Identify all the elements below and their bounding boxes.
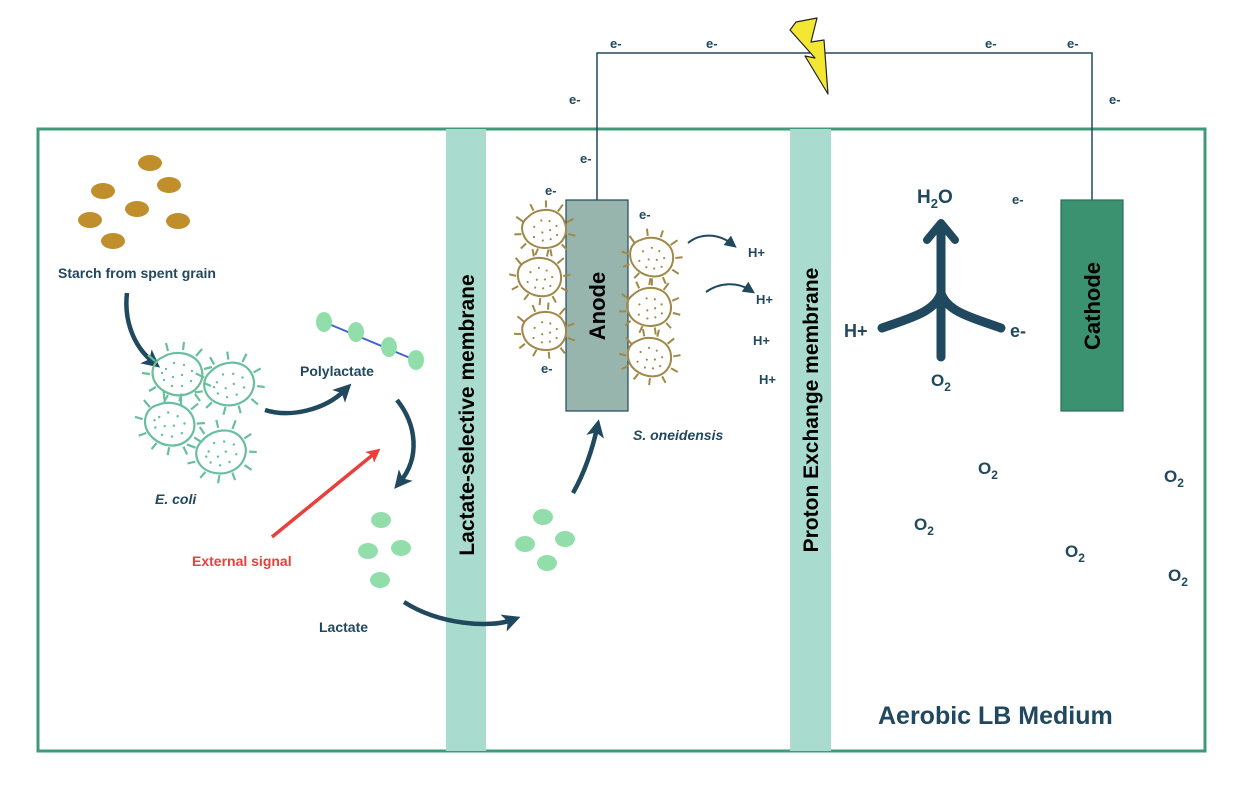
starch-granule-icon bbox=[78, 155, 190, 249]
s-oneidensis-label: S. oneidensis bbox=[633, 427, 723, 443]
external-circuit-wire bbox=[596, 52, 1093, 200]
medium-label: Aerobic LB Medium bbox=[878, 702, 1113, 730]
external-signal-arrow bbox=[270, 448, 381, 539]
anode-electron-label: e- bbox=[639, 207, 651, 222]
lactate-label: Lactate bbox=[319, 619, 368, 635]
proton-label: H+ bbox=[748, 245, 765, 260]
arrow-lactate-across-membrane bbox=[402, 600, 521, 632]
circuit-electron-label: e- bbox=[706, 36, 718, 51]
proton-label: H+ bbox=[753, 333, 770, 348]
circuit-electron-label: e- bbox=[569, 92, 581, 107]
cathode bbox=[1060, 199, 1124, 412]
proton-label: H+ bbox=[759, 372, 776, 387]
polylactate-chain bbox=[316, 312, 424, 370]
proton-arrow bbox=[705, 281, 755, 294]
oxygen-label: O2 bbox=[914, 515, 934, 538]
oxygen-label: O2 bbox=[978, 459, 998, 482]
lactate-molecules-anode bbox=[515, 509, 575, 571]
oxygen-label: O2 bbox=[1168, 566, 1188, 589]
lactate-molecules bbox=[358, 512, 411, 588]
arrow-lactate-to-anode bbox=[571, 419, 604, 495]
reaction-oxygen-label: O2 bbox=[931, 371, 951, 394]
arrow-polylactate-to-lactate bbox=[394, 398, 416, 489]
pem-label: Proton Exchange membrane bbox=[800, 268, 823, 553]
proton-label: H+ bbox=[756, 292, 773, 307]
circuit-electron-label: e- bbox=[610, 36, 622, 51]
anode-label: Anode bbox=[585, 272, 610, 340]
starch-label: Starch from spent grain bbox=[58, 265, 216, 281]
chamber-frame bbox=[36, 127, 1207, 753]
bacterium-icon bbox=[128, 340, 272, 495]
cathode-label: Cathode bbox=[1080, 262, 1105, 350]
cathode-reaction-arrows bbox=[877, 219, 1006, 362]
cathode-electron-label: e- bbox=[1012, 192, 1024, 207]
circuit-electron-label: e- bbox=[580, 151, 592, 166]
proton-arrow bbox=[687, 234, 737, 248]
anode-electron-label: e- bbox=[545, 183, 557, 198]
circuit-electron-label: e- bbox=[985, 36, 997, 51]
external-signal-label: External signal bbox=[192, 553, 292, 569]
arrow-ecoli-to-polylactate bbox=[264, 383, 352, 416]
oxygen-label: O2 bbox=[1065, 542, 1085, 565]
circuit-electron-label: e- bbox=[1109, 92, 1121, 107]
water-label: H2O bbox=[917, 187, 953, 211]
anode-electron-label: e- bbox=[541, 361, 553, 376]
proton-exchange-membrane bbox=[790, 129, 831, 751]
polylactate-label: Polylactate bbox=[300, 363, 374, 379]
lactate-membrane-label: Lactate-selective membrane bbox=[456, 274, 479, 555]
arrow-starch-to-ecoli bbox=[124, 292, 160, 368]
cathode-proton-label: H+ bbox=[844, 321, 868, 341]
anode bbox=[565, 199, 629, 412]
circuit-electron-label: e- bbox=[1067, 36, 1079, 51]
lactate-selective-membrane bbox=[446, 129, 486, 751]
cathode-electron-label: e- bbox=[1010, 321, 1026, 341]
oxygen-label: O2 bbox=[1164, 467, 1184, 490]
lightning-bolt-icon bbox=[789, 17, 829, 95]
ecoli-label: E. coli bbox=[155, 491, 197, 507]
